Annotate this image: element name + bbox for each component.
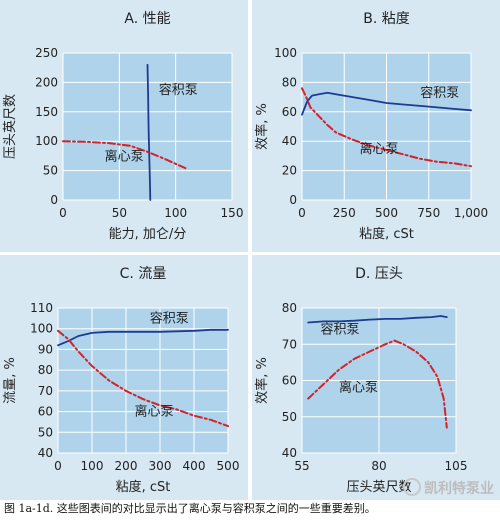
y-tick-label: 60 (282, 105, 297, 119)
x-tick-label: 0 (59, 206, 67, 220)
x-tick-label: 400 (183, 459, 206, 473)
x-tick-label: 750 (417, 206, 440, 220)
y-axis-label: 压头英尺数 (3, 94, 18, 159)
x-axis-label: 能力, 加仑/分 (109, 227, 187, 242)
x-tick-label: 80 (371, 459, 386, 473)
series-line-pd (146, 63, 152, 201)
series-line-cf (307, 339, 448, 429)
series-line-cf (301, 87, 472, 168)
y-tick-label: 70 (282, 337, 297, 351)
x-tick-label: 105 (445, 459, 468, 473)
x-tick-label: 1,000 (454, 206, 488, 220)
y-tick-label: 110 (30, 301, 53, 315)
y-axis-label: 流量, % (3, 357, 18, 404)
series-annotation: 容积泵 (320, 321, 359, 337)
y-axis-label: 效率, % (254, 357, 270, 404)
y-tick-label: 50 (38, 425, 53, 439)
series-line-pd (301, 91, 472, 116)
series-annotation: 容积泵 (150, 311, 189, 327)
chart-title: B. 粘度 (363, 11, 410, 27)
figure-caption: 图 1a-1d. 这些图表间的对比显示出了离心泵与容积泵之间的一些重要差别。 (4, 502, 376, 515)
y-tick-label: 250 (35, 46, 58, 60)
series-annotation: 离心泵 (105, 149, 144, 165)
y-tick-label: 150 (35, 105, 58, 119)
x-tick-label: 55 (294, 459, 309, 473)
y-tick-label: 60 (38, 405, 53, 419)
series-line-cf (62, 140, 188, 170)
x-tick-label: 300 (149, 459, 172, 473)
y-axis-label: 效率, % (254, 103, 270, 150)
x-tick-label: 0 (298, 206, 306, 220)
series-line-cf (57, 329, 229, 428)
x-tick-label: 500 (375, 206, 398, 220)
series-annotation: 离心泵 (339, 379, 378, 395)
y-tick-label: 40 (38, 446, 53, 460)
chart-panel-3: 40 50 60 70 80 90 100 110 0 100 200 300 400 500 C. 流量粘… (0, 255, 248, 500)
x-axis-label: 压头英尺数 (346, 480, 411, 495)
x-tick-label: 100 (81, 459, 104, 473)
series-annotation: 离心泵 (135, 404, 174, 420)
chart-title: D. 压头 (355, 266, 403, 282)
y-tick-label: 90 (38, 342, 53, 356)
y-tick-label: 80 (282, 75, 297, 89)
y-tick-label: 100 (274, 46, 297, 60)
x-tick-label: 250 (333, 206, 356, 220)
x-axis-label: 粘度, cSt (116, 479, 171, 495)
y-tick-label: 20 (282, 164, 297, 178)
x-tick-label: 50 (112, 206, 127, 220)
y-tick-label: 40 (282, 134, 297, 148)
y-tick-label: 0 (50, 193, 58, 207)
y-tick-label: 40 (282, 446, 297, 460)
y-tick-label: 50 (43, 164, 58, 178)
chart-title: A. 性能 (124, 11, 170, 27)
watermark-logo-icon (403, 478, 421, 496)
x-tick-label: 200 (115, 459, 138, 473)
series-annotation: 离心泵 (359, 141, 398, 157)
x-axis-label: 粘度, cSt (359, 226, 414, 242)
watermark-text: 凯利特泵业 (424, 481, 494, 497)
series-line-pd (307, 315, 448, 324)
y-tick-label: 50 (282, 410, 297, 424)
x-tick-label: 0 (54, 459, 62, 473)
x-tick-label: 500 (217, 459, 240, 473)
series-annotation: 容积泵 (159, 82, 198, 98)
x-tick-label: 100 (164, 206, 187, 220)
y-tick-label: 80 (38, 363, 53, 377)
watermark: 凯利特泵业 (403, 478, 494, 498)
chart-title: C. 流量 (120, 266, 167, 282)
y-tick-label: 60 (282, 374, 297, 388)
y-tick-label: 70 (38, 384, 53, 398)
y-tick-label: 200 (35, 75, 58, 89)
series-annotation: 容积泵 (420, 85, 459, 101)
y-tick-label: 0 (289, 193, 297, 207)
series-line-pd (57, 328, 229, 347)
y-tick-label: 100 (35, 134, 58, 148)
y-tick-label: 80 (282, 301, 297, 315)
y-tick-label: 100 (30, 322, 53, 336)
x-tick-label: 150 (221, 206, 244, 220)
